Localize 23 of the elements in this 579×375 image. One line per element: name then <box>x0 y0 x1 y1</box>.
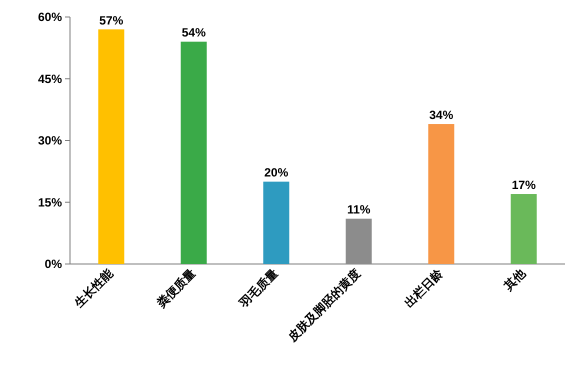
bar <box>510 194 537 264</box>
y-tick-label: 45% <box>38 72 62 86</box>
bar <box>346 218 372 264</box>
bar <box>180 42 207 264</box>
data-label: 34% <box>429 108 454 122</box>
data-label: 54% <box>182 26 206 40</box>
bar <box>98 29 124 264</box>
data-label: 17% <box>512 178 536 192</box>
x-tick-label: 粪便质量 <box>153 266 198 311</box>
x-tick-label: 出栏日龄 <box>402 266 446 310</box>
y-tick-label: 0% <box>44 257 62 271</box>
bar <box>428 124 454 264</box>
y-tick-label: 15% <box>38 195 62 210</box>
x-tick-label: 生长性能 <box>70 266 116 311</box>
x-tick-label: 皮肤及脚胫的黄度 <box>284 266 363 345</box>
bar <box>263 182 290 264</box>
data-label: 57% <box>99 13 124 28</box>
x-tick-label: 其他 <box>500 266 529 294</box>
y-tick-label: 30% <box>38 134 62 148</box>
y-tick-label: 60% <box>38 10 62 24</box>
x-tick-label: 羽毛质量 <box>236 266 280 311</box>
data-label: 11% <box>347 202 371 217</box>
data-label: 20% <box>264 166 289 180</box>
